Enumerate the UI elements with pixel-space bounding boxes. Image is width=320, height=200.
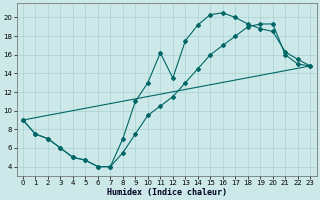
X-axis label: Humidex (Indice chaleur): Humidex (Indice chaleur) [107, 188, 227, 197]
